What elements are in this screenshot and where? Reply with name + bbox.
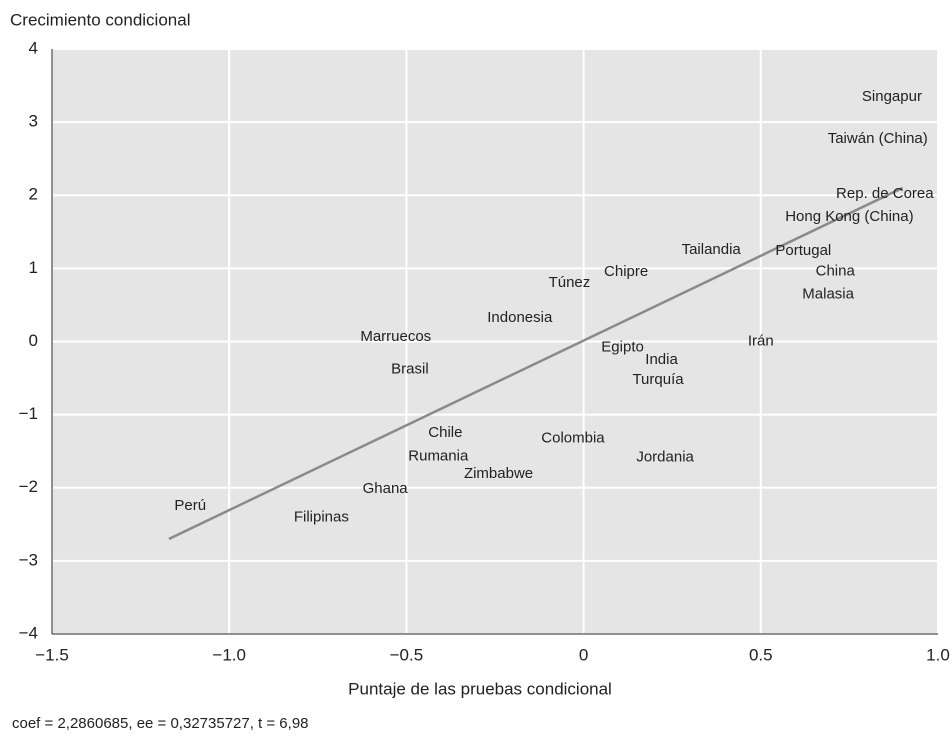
point-label: Singapur	[862, 88, 922, 105]
x-tick-label: −0.5	[390, 645, 424, 664]
y-tick-label: 2	[29, 185, 38, 204]
point-label: Indonesia	[487, 309, 553, 326]
point-label: Chipre	[604, 263, 648, 280]
x-tick-label: −1.0	[212, 645, 246, 664]
y-tick-label: 1	[29, 258, 38, 277]
y-tick-label: 0	[29, 331, 38, 350]
x-tick-label: −1.5	[35, 645, 69, 664]
point-label: Malasia	[802, 286, 854, 303]
y-tick-label: −2	[19, 477, 38, 496]
point-label: Filipinas	[294, 509, 349, 526]
point-label: Túnez	[549, 274, 591, 291]
point-label: India	[645, 351, 678, 368]
y-tick-label: −4	[19, 623, 38, 642]
point-label: Taiwán (China)	[828, 130, 928, 147]
fit-line	[168, 186, 904, 541]
point-label: Irán	[748, 332, 774, 349]
point-label: Egipto	[601, 338, 644, 355]
point-label: Marruecos	[360, 328, 431, 345]
y-axis-label: Crecimiento condicional	[10, 10, 190, 29]
point-label: Perú	[174, 497, 206, 514]
x-tick-label: 1.0	[926, 645, 950, 664]
point-label: Hong Kong (China)	[785, 208, 913, 225]
point-label: Ghana	[363, 480, 409, 497]
y-tick-label: 3	[29, 112, 38, 131]
point-label: Jordania	[636, 449, 694, 466]
x-tick-label: 0	[579, 645, 588, 664]
point-label: Rep. de Corea	[836, 185, 934, 202]
x-tick-label: 0.5	[749, 645, 773, 664]
point-label: Portugal	[775, 242, 831, 259]
x-axis-label: Puntaje de las pruebas condicional	[348, 679, 612, 698]
note: coef = 2,2860685, ee = 0,32735727, t = 6…	[12, 715, 309, 732]
point-label: China	[816, 262, 856, 279]
point-label: Tailandia	[682, 241, 742, 258]
y-tick-label: −3	[19, 550, 38, 569]
point-label: Brasil	[391, 360, 429, 377]
point-label: Rumania	[408, 447, 469, 464]
y-tick-label: 4	[29, 38, 38, 57]
point-label: Chile	[428, 424, 462, 441]
point-label: Colombia	[541, 430, 605, 447]
point-label: Zimbabwe	[464, 465, 533, 482]
point-label: Turquía	[632, 371, 684, 388]
y-tick-label: −1	[19, 404, 38, 423]
